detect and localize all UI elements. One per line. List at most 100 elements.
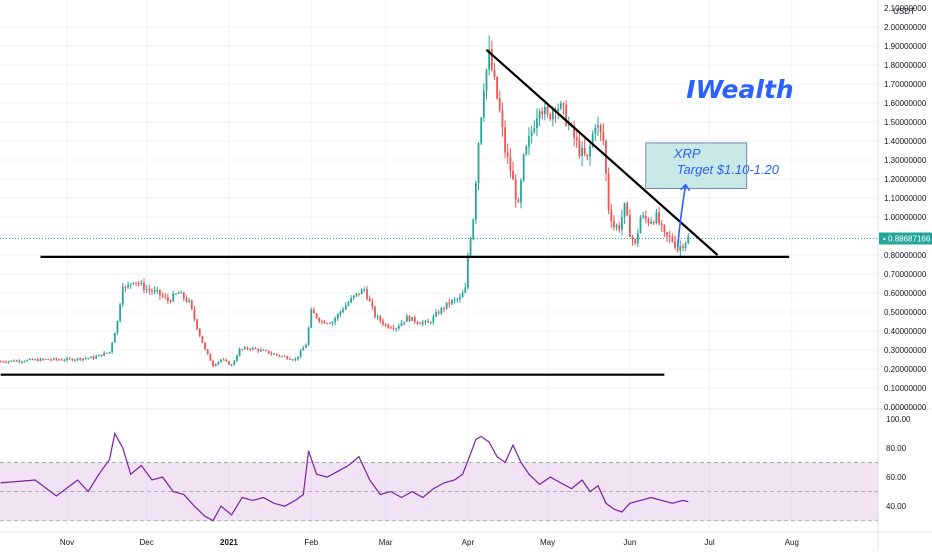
candle-body — [206, 349, 209, 354]
candle-body — [411, 317, 414, 321]
candle-body — [220, 359, 222, 362]
candle-body — [39, 358, 42, 361]
candle-body — [318, 317, 321, 322]
candle-body — [251, 347, 254, 350]
candle-body — [567, 123, 570, 126]
candle-body — [461, 292, 464, 298]
candle-body — [469, 239, 472, 256]
candle-body — [448, 302, 451, 304]
candle-body — [71, 358, 74, 361]
candle-body — [198, 328, 201, 336]
candle-body — [544, 106, 546, 115]
candle-body — [289, 358, 291, 360]
candle-body — [193, 309, 196, 320]
candle-body — [23, 361, 26, 363]
candle-body — [639, 217, 642, 234]
price-tick-label: 0.60000000 — [884, 289, 927, 298]
month-tick-label: 2021 — [220, 538, 238, 547]
candle-body — [504, 127, 506, 153]
candle-body — [265, 350, 268, 352]
candle-body — [395, 328, 398, 330]
candle-body — [666, 232, 668, 236]
candle-body — [214, 364, 217, 367]
candle-body — [74, 359, 76, 361]
price-tick-label: 1.30000000 — [884, 156, 927, 165]
candle-body — [190, 300, 193, 310]
candle-body — [451, 300, 453, 304]
price-tick-label: 1.20000000 — [884, 175, 927, 184]
candle-body — [445, 302, 448, 309]
candle-body — [432, 316, 435, 323]
candle-body — [127, 284, 129, 288]
candle-body — [347, 302, 350, 306]
candle-body — [201, 335, 204, 343]
candle-body — [464, 287, 467, 293]
candle-body — [336, 313, 339, 319]
candle-body — [267, 350, 270, 354]
candle-body — [482, 91, 485, 118]
candle-body — [618, 225, 621, 230]
candle-body — [668, 235, 671, 237]
candle-body — [161, 295, 164, 297]
candle-body — [613, 221, 615, 228]
target-text-line: XRP — [673, 146, 701, 161]
candle-body — [270, 353, 273, 355]
candle-body — [299, 350, 302, 357]
candle-body — [44, 359, 47, 361]
candle-body — [137, 282, 140, 284]
candle-body — [594, 127, 597, 134]
candle-body — [222, 359, 225, 361]
candle-body — [140, 282, 143, 284]
candle-body — [682, 246, 684, 248]
candle-body — [87, 358, 90, 360]
price-tick-label: 0.20000000 — [884, 365, 927, 374]
price-tick-label: 1.10000000 — [884, 194, 927, 203]
candle-body — [47, 359, 50, 361]
candle-body — [254, 347, 257, 350]
candle-body — [379, 316, 382, 321]
candle-body — [371, 301, 374, 307]
candle-body — [655, 212, 658, 224]
candle-body — [119, 304, 121, 321]
candle-body — [124, 286, 127, 288]
candle-body — [634, 239, 637, 244]
downtrend-line — [485, 48, 719, 256]
candle-body — [374, 306, 376, 318]
candle-body — [421, 322, 424, 324]
candle-body — [591, 133, 594, 147]
month-tick-label: Mar — [379, 538, 393, 547]
trend-line-layer — [0, 48, 790, 376]
candle-body — [355, 293, 358, 296]
candle-body — [424, 320, 427, 323]
candle-body — [392, 328, 395, 330]
price-tick-label: 0.50000000 — [884, 308, 927, 317]
price-tick-label: 1.80000000 — [884, 61, 927, 70]
candle-body — [581, 147, 583, 157]
candle-body — [68, 358, 71, 360]
candle-body — [92, 356, 95, 359]
rsi-tick-label: 100.00 — [886, 415, 911, 424]
candle-body — [551, 109, 554, 120]
candle-body — [520, 180, 522, 203]
candle-body — [459, 297, 461, 300]
candle-body — [437, 312, 440, 314]
candle-body — [315, 313, 318, 318]
candle-body — [180, 292, 183, 294]
candle-body — [456, 299, 459, 301]
candle-body — [490, 49, 493, 70]
candle-body — [684, 242, 687, 248]
candle-body — [204, 342, 206, 350]
candle-body — [313, 309, 315, 314]
candle-body — [310, 309, 313, 328]
candle-body — [55, 358, 58, 360]
candle-body — [626, 202, 629, 216]
candle-body — [217, 361, 220, 365]
candle-body — [241, 349, 244, 351]
target-text-line: Target $1.10-1.20 — [677, 162, 780, 177]
candle-body — [400, 322, 403, 326]
candle-body — [7, 361, 10, 363]
candle-body — [148, 289, 151, 291]
candle-body — [0, 361, 2, 363]
candle-body — [236, 356, 238, 361]
